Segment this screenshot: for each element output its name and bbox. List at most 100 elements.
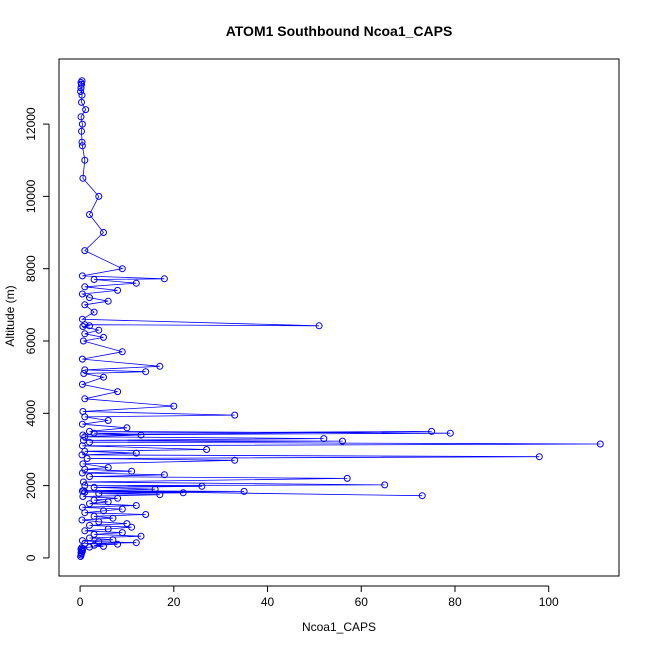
x-tick-label: 0 [77, 595, 84, 609]
data-point [179, 489, 187, 497]
data-point [86, 543, 93, 551]
data-point [100, 507, 107, 515]
series-layer [77, 77, 604, 560]
data-point [104, 464, 112, 471]
data-point [114, 286, 122, 294]
data-point [100, 373, 107, 381]
data-point [535, 453, 543, 461]
data-point [114, 388, 122, 396]
data-point [315, 322, 323, 330]
data-point [156, 491, 164, 499]
data-point [86, 294, 93, 302]
data-point [128, 467, 136, 475]
data-point [132, 279, 140, 287]
data-point [90, 429, 98, 437]
data-point [78, 77, 86, 85]
data-point [81, 527, 89, 535]
data-point [82, 106, 90, 114]
data-point [114, 540, 122, 548]
data-point [78, 355, 86, 363]
data-point [151, 485, 159, 493]
data-point [231, 456, 239, 464]
data-point [79, 408, 87, 415]
x-tick-label: 100 [539, 595, 559, 609]
data-point [78, 380, 86, 388]
data-point [160, 471, 168, 479]
data-point [114, 494, 122, 502]
data-point [79, 174, 87, 182]
data-point [170, 402, 178, 410]
data-point [137, 431, 145, 439]
data-point [81, 330, 89, 338]
data-point [100, 229, 107, 236]
y-axis-label: Altitude (m) [3, 285, 17, 346]
data-point [78, 120, 86, 128]
data-point [343, 474, 351, 482]
data-point [90, 483, 98, 491]
data-point [78, 80, 85, 88]
data-point [81, 482, 89, 490]
data-point [79, 337, 87, 345]
data-point [104, 525, 112, 533]
data-point [95, 192, 103, 200]
y-axis: 0 2000 4000 6000 8000 10000 12000 [24, 107, 50, 561]
data-point [86, 322, 93, 330]
y-tick-label: 8000 [24, 255, 38, 282]
data-point [90, 512, 98, 520]
data-point [240, 487, 248, 495]
data-point [109, 536, 117, 544]
data-point [78, 272, 86, 280]
data-point [79, 431, 87, 439]
data-point [142, 511, 150, 518]
data-point [86, 500, 93, 508]
data-point [81, 156, 89, 164]
data-point [142, 368, 150, 376]
y-tick-label: 10000 [24, 179, 38, 213]
data-point [90, 541, 98, 549]
data-point [95, 518, 103, 526]
plot-frame [58, 58, 620, 577]
data-point [78, 127, 85, 135]
series-line [80, 80, 601, 557]
x-axis-label: Ncoa1_CAPS [302, 620, 376, 634]
data-point [596, 440, 604, 448]
data-point [137, 532, 145, 540]
data-point [86, 438, 93, 446]
data-point [132, 449, 140, 457]
data-point [109, 514, 117, 522]
data-point [118, 265, 126, 273]
data-point [203, 446, 211, 453]
x-axis: 0 20 40 60 80 100 [77, 585, 559, 609]
data-point [79, 478, 87, 486]
data-point [81, 433, 89, 441]
data-point [90, 496, 98, 504]
data-point [78, 544, 85, 552]
data-point [104, 417, 112, 424]
data-point [86, 427, 93, 435]
data-point [160, 275, 168, 283]
y-tick-label: 6000 [24, 327, 38, 354]
data-point [198, 482, 206, 490]
data-point [104, 498, 112, 506]
data-point [428, 427, 436, 435]
data-point [231, 411, 239, 419]
data-point [79, 323, 87, 330]
data-point [90, 530, 98, 538]
data-point [156, 362, 164, 370]
data-point [77, 84, 85, 92]
data-point [118, 529, 126, 537]
data-point [80, 370, 88, 377]
data-point [86, 534, 93, 542]
data-point [320, 435, 328, 443]
data-point [118, 348, 126, 356]
data-point [77, 113, 85, 121]
data-point [81, 283, 89, 291]
data-point [90, 308, 98, 316]
data-point [78, 91, 86, 99]
y-tick-label: 12000 [24, 107, 38, 141]
data-point [104, 297, 112, 305]
data-point [418, 492, 426, 500]
data-point [78, 503, 86, 511]
data-point [81, 395, 89, 403]
